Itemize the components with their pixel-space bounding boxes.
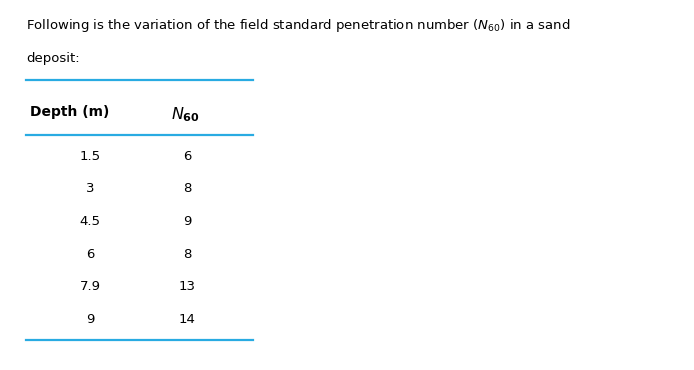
Text: Following is the variation of the field standard penetration number ($N_{60}$) i: Following is the variation of the field … [26, 17, 571, 34]
Text: 6: 6 [86, 248, 94, 260]
Text: 8: 8 [183, 182, 192, 195]
Text: $\mathbf{\mathit{N}_{60}}$: $\mathbf{\mathit{N}_{60}}$ [171, 105, 201, 124]
Text: 4.5: 4.5 [80, 215, 101, 228]
Text: 8: 8 [183, 248, 192, 260]
Text: 14: 14 [179, 313, 196, 326]
Text: 13: 13 [179, 280, 196, 293]
Text: 1.5: 1.5 [80, 150, 101, 163]
Text: 6: 6 [183, 150, 192, 163]
Text: 9: 9 [86, 313, 94, 326]
Text: Depth (m): Depth (m) [30, 105, 109, 120]
Text: 3: 3 [86, 182, 94, 195]
Text: deposit:: deposit: [26, 52, 80, 65]
Text: 7.9: 7.9 [80, 280, 101, 293]
Text: 9: 9 [183, 215, 192, 228]
